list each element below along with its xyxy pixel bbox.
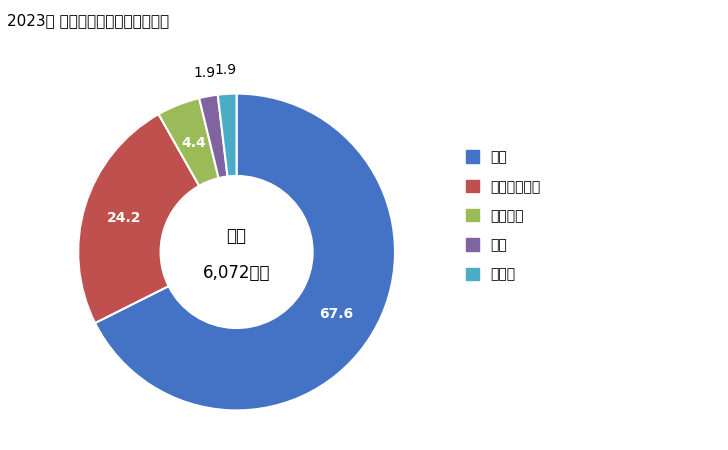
- Text: 1.9: 1.9: [215, 63, 237, 77]
- Wedge shape: [95, 94, 395, 410]
- Wedge shape: [199, 95, 228, 178]
- Text: 総額: 総額: [226, 227, 247, 245]
- Text: 67.6: 67.6: [320, 306, 353, 320]
- Text: 1.9: 1.9: [193, 66, 215, 80]
- Wedge shape: [78, 114, 199, 323]
- Text: 4.4: 4.4: [181, 136, 206, 150]
- Wedge shape: [218, 94, 237, 176]
- Text: 2023年 輸入相手国のシェア（％）: 2023年 輸入相手国のシェア（％）: [7, 14, 170, 28]
- Text: 6,072万円: 6,072万円: [203, 264, 270, 282]
- Wedge shape: [159, 98, 218, 186]
- Legend: 中国, インドネシア, スペイン, 韓国, その他: 中国, インドネシア, スペイン, 韓国, その他: [466, 150, 541, 282]
- Text: 24.2: 24.2: [107, 211, 142, 225]
